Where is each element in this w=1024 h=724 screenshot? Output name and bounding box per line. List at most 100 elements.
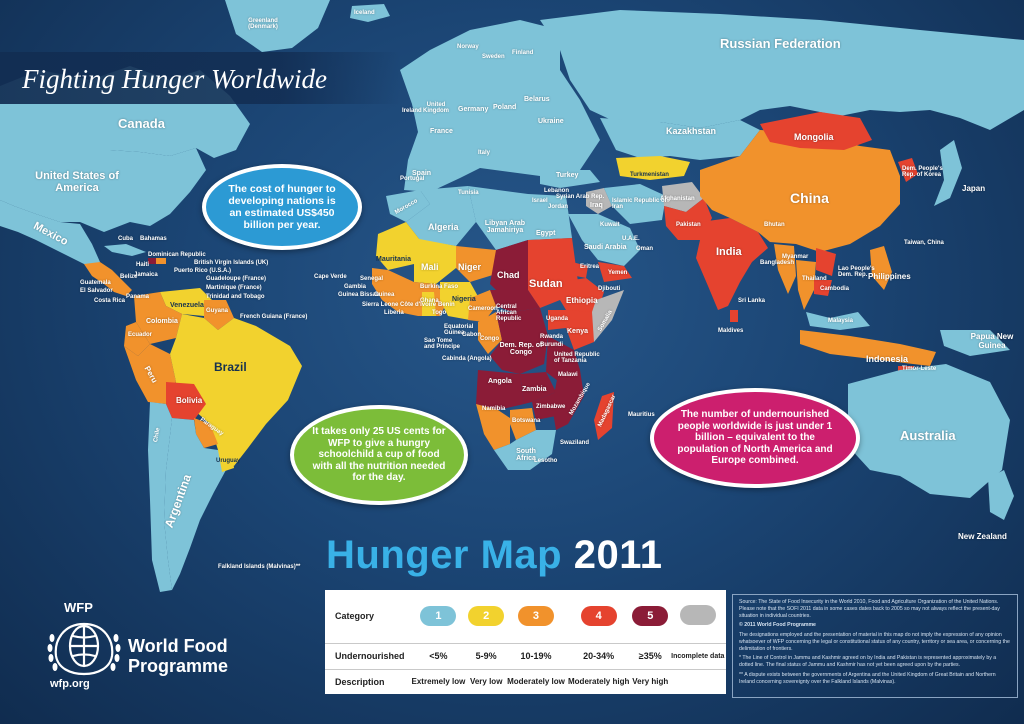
label-el-salvador: El Salvador [80,288,113,294]
wfp-logo-block: WFP World Food Programme wfp.org [30,596,290,696]
label-falklands: Falkland Islands (Malvinas)** [218,564,301,570]
country-new-zealand [988,470,1014,520]
label-syria: Syrian Arab Rep. [556,194,605,200]
label-jordan: Jordan [548,204,569,210]
label-libya: Libyan Arab Jamahiriya [484,220,526,234]
legend-cell: 3 [505,590,567,644]
headline-year: 2011 [573,533,663,577]
legend-cell [669,590,726,644]
country-cameroon [468,290,496,322]
label-costa-rica: Costa Rica [94,298,126,304]
country-morocco [386,190,430,222]
legend-value: Incomplete data [669,643,726,670]
label-sao-tome: Sao Tome and Principe [424,338,461,350]
country-dominican-republic [156,258,166,264]
label-dominican-republic: Dominican Republic [148,252,206,258]
label-myanmar: Myanmar [782,254,809,260]
country-myanmar [774,244,796,294]
country-south-africa [494,430,556,470]
label-iraq: Iraq [590,202,603,209]
country-mali [414,238,456,284]
country-yemen [598,262,632,282]
info-bubble-cost: The cost of hunger to developing nations… [202,164,362,250]
label-canada: Canada [118,116,165,131]
legend-cell: 2 [466,590,506,644]
label-japan: Japan [962,184,986,193]
label-ghana: Ghana [420,298,439,304]
label-finland: Finland [512,50,534,56]
legend-value: <5% [410,643,467,670]
country-iraq [586,188,612,214]
country-somalia [586,290,624,342]
label-kazakhstan: Kazakhstan [666,126,717,136]
legend-row-label: Category [325,590,410,644]
legend-row-label: Description [335,676,385,687]
label-botswana: Botswana [512,418,541,424]
country-drc [490,308,548,374]
country-afghanistan [662,182,704,212]
label-poland: Poland [493,104,517,111]
country-chad [490,240,528,300]
legend-description [670,669,726,694]
label-south-africa: South Africa [516,448,536,462]
source-notes: Source: The State of Food Insecurity in … [732,594,1018,698]
legend-row-undernourished: Undernourished <5% 5-9% 10-19% 20-34% ≥3… [325,643,726,670]
label-china: China [790,190,829,206]
label-kuwait: Kuwait [600,222,620,228]
label-namibia: Namibia [482,406,506,412]
legend-value: ≥35% [630,643,670,670]
legend-swatch-2: 2 [468,606,505,627]
legend-row-label: Undernourished [325,643,410,670]
label-liberia: Liberia [384,310,404,316]
info-bubble-billion: The number of undernourished people worl… [650,388,860,488]
country-namibia [476,404,510,450]
legend-swatch-3: 3 [517,606,554,627]
label-israel: Israel [532,198,548,204]
country-russia [540,10,1024,130]
wfp-abbreviation: WFP [64,600,93,615]
label-papua: Papua New Guinea [970,332,1014,350]
legend-swatch-4: 4 [580,606,617,627]
label-greenland: Greenland (Denmark) [248,18,278,30]
label-belize: Belize [120,274,138,280]
label-norway: Norway [457,44,479,50]
label-iran: Islamic Republic of Iran [612,198,667,210]
country-philippines [870,246,892,290]
label-trinidad: Trinidad and Tobago [206,294,265,300]
label-swaziland: Swaziland [560,440,590,446]
country-algeria [406,186,476,246]
country-cambodia [814,280,832,296]
wfp-url: wfp.org [50,678,90,690]
label-nigeria: Nigeria [452,296,476,303]
label-germany: Germany [458,106,489,113]
country-iceland [350,4,390,22]
country-malaysia [806,312,870,330]
legend-description: Moderately low [507,677,565,687]
country-turkmenistan [616,156,690,180]
country-madagascar [594,392,614,440]
label-uruguay: Uruguay [216,458,241,464]
country-cuba [104,244,146,256]
country-bolivia [166,382,206,420]
label-mauritania: Mauritania [376,256,412,263]
label-french-guiana: French Guiana (France) [240,314,308,320]
note-source: Source: The State of Food Insecurity in … [739,599,1000,619]
country-congo [478,312,502,354]
label-benin: Benin [438,302,455,308]
country-niger [456,246,496,282]
label-bhutan: Bhutan [764,222,785,228]
label-bahamas: Bahamas [140,236,167,242]
label-gabon: Gabon [462,332,481,338]
country-kenya [566,310,594,350]
label-italy: Italy [478,150,491,156]
country-north-korea [898,158,918,182]
label-equatorial-guinea: Equatorial Guinea [444,324,474,336]
country-mexico [0,200,100,268]
label-thailand: Thailand [802,276,827,282]
country-uruguay [218,450,234,472]
label-oman: Oman [636,246,654,252]
legend-description: Moderately high [568,677,630,687]
label-uganda: Uganda [546,316,569,322]
label-ethiopia: Ethiopia [566,296,598,305]
